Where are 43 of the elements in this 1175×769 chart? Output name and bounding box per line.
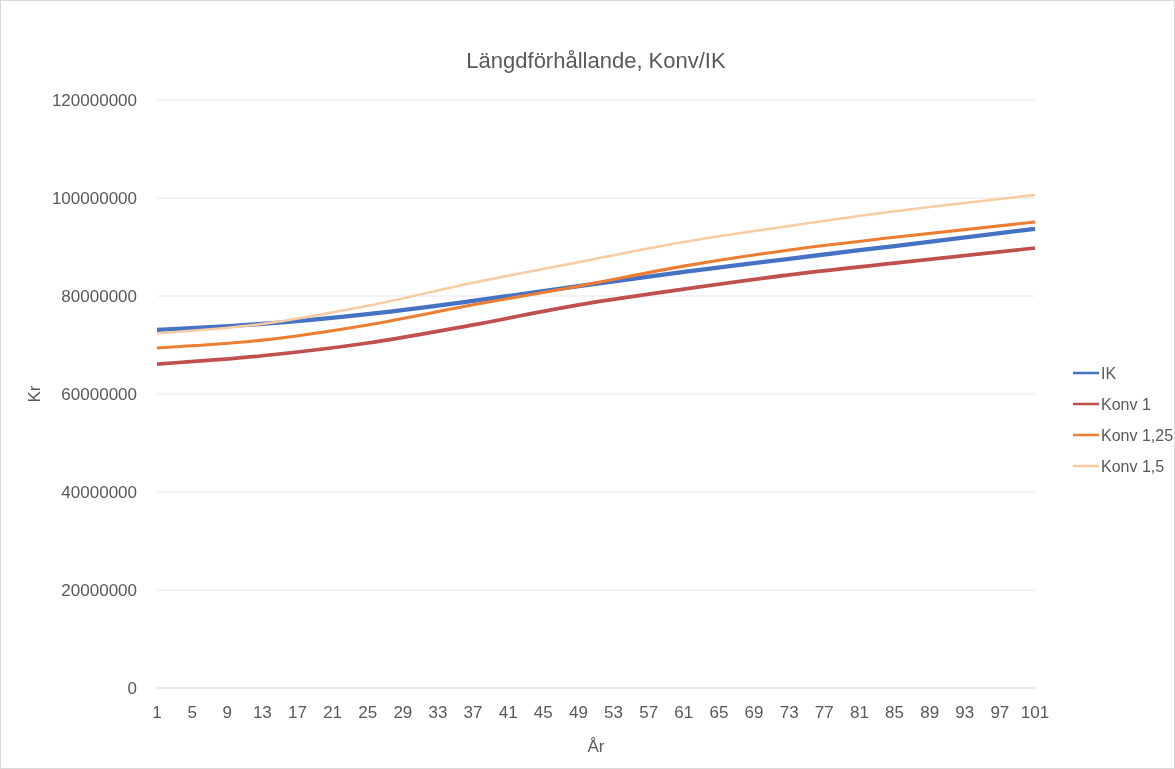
x-tick-label: 93 [955,703,975,722]
legend-label: Konv 1 [1101,395,1151,413]
legend-label: Konv 1,5 [1101,457,1165,475]
x-tick-label: 17 [288,703,307,722]
x-tick-label: 89 [920,703,940,722]
legend-label: IK [1101,364,1117,382]
x-tick-label: 69 [744,703,764,722]
x-tick-label: 13 [252,703,272,722]
y-tick-label: 40000000 [61,482,137,502]
x-tick-label: 77 [814,703,834,722]
x-tick-label: 9 [222,703,232,722]
x-tick-label: 81 [849,703,869,722]
y-tick-label: 100000000 [51,188,137,208]
y-axis-title: Kr [25,385,44,403]
line-series [155,246,1037,366]
y-tick-label: 120000000 [51,90,137,110]
x-tick-label: 85 [885,703,904,722]
y-tick-label: 20000000 [61,580,137,600]
x-tick-label: 33 [428,703,448,722]
y-tick-label: 80000000 [61,286,137,306]
x-axis-title: År [587,737,605,756]
x-tick-label: 73 [779,703,799,722]
y-tick-label: 0 [127,678,137,698]
x-tick-label: 49 [568,703,588,722]
x-tick-label: 5 [187,703,197,722]
x-tick-label: 29 [393,703,413,722]
x-tick-label: 53 [604,703,624,722]
x-tick-label: 41 [498,703,518,722]
chart-title: Längdförhållande, Konv/IK [466,48,726,73]
x-tick-label: 57 [639,703,659,722]
x-tick-label: 21 [323,703,343,722]
x-tick-label: 101 [1020,703,1050,722]
x-tick-label: 45 [533,703,553,722]
line-series [155,220,1037,350]
x-tick-label: 97 [990,703,1010,722]
legend-label: Konv 1,25 [1101,426,1174,444]
x-tick-label: 61 [674,703,694,722]
x-tick-label: 65 [709,703,729,722]
x-tick-label: 1 [152,703,162,722]
y-tick-label: 60000000 [61,384,137,404]
x-tick-label: 25 [358,703,378,722]
x-tick-label: 37 [463,703,483,722]
line-series [155,193,1037,335]
